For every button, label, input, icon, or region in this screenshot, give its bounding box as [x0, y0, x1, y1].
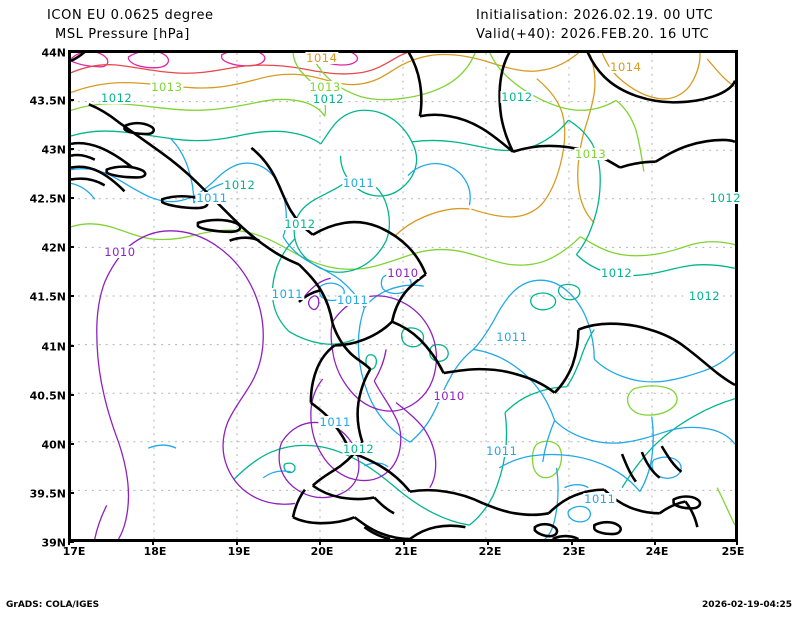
initialisation-time: Initialisation: 2026.02.19. 00 UTC: [476, 8, 714, 23]
ytick-label-395n: 39.5N: [29, 487, 66, 501]
ytick-42n: [68, 246, 74, 248]
ytick-label-425n: 42.5N: [29, 192, 66, 206]
contour-1015: [71, 53, 408, 75]
contour-label-1011: 1011: [336, 292, 370, 307]
contour-label-1012: 1012: [500, 90, 534, 105]
contour-label-1010: 1010: [432, 389, 466, 404]
contour-label-1011: 1011: [270, 286, 305, 301]
contour-label-1012: 1012: [283, 217, 317, 232]
xtick-25e: [736, 539, 738, 545]
ytick-label-415n: 41.5N: [29, 290, 66, 304]
contour-label-1011: 1011: [341, 175, 376, 190]
credit-text: GrADS: COLA/IGES: [6, 600, 100, 610]
ytick-435n: [68, 99, 74, 101]
contour-label-1013: 1013: [573, 147, 608, 162]
ytick-label-42n: 42N: [41, 241, 66, 255]
xtick-label-21e: 21E: [394, 545, 418, 558]
ytick-43n: [68, 148, 74, 150]
contour-label-1010: 1010: [103, 244, 137, 259]
contour-label-1011: 1011: [495, 330, 529, 345]
coastlines-and-borders: [71, 53, 735, 539]
contour-label-1011: 1011: [485, 443, 519, 458]
ytick-label-40n: 40N: [41, 438, 66, 452]
xtick-20e: [319, 539, 321, 545]
ytick-395n: [68, 492, 74, 494]
xtick-22e: [487, 539, 489, 545]
contour-label-1013: 1013: [308, 80, 342, 95]
ytick-41n: [68, 345, 74, 347]
xtick-label-19e: 19E: [227, 545, 251, 558]
contour-label-1011: 1011: [583, 491, 617, 506]
contour-label-1011: 1011: [195, 190, 229, 205]
map-svg: [71, 53, 735, 539]
contour-label-1012: 1012: [708, 190, 743, 205]
field-title: MSL Pressure [hPa]: [55, 27, 190, 42]
ytick-40n: [68, 443, 74, 445]
contour-label-1013: 1013: [150, 80, 184, 95]
contour-label-1012: 1012: [599, 266, 634, 281]
ytick-label-405n: 40.5N: [29, 389, 66, 403]
contour-label-1012: 1012: [99, 91, 134, 106]
ytick-label-435n: 43.5N: [29, 94, 66, 108]
ytick-label-41n: 41N: [41, 340, 66, 354]
xtick-label-23e: 23E: [562, 545, 586, 558]
xtick-23e: [571, 539, 573, 545]
contour-map-plot: [68, 50, 738, 542]
xtick-18e: [152, 539, 154, 545]
contour-label-1014: 1014: [609, 59, 643, 74]
contour-label-1012: 1012: [687, 288, 722, 303]
xtick-19e: [236, 539, 238, 545]
contour-label-1012: 1012: [223, 177, 257, 192]
contour-label-1012: 1012: [311, 92, 346, 107]
xtick-label-20e: 20E: [310, 545, 334, 558]
ytick-44n: [68, 51, 74, 53]
xtick-24e: [654, 539, 656, 545]
xtick-label-25e: 25E: [721, 545, 745, 558]
xtick-label-22e: 22E: [478, 545, 502, 558]
contour-label-1014: 1014: [305, 50, 339, 65]
generated-timestamp: 2026-02-19-04:25: [702, 600, 792, 610]
ytick-label-39n: 39N: [41, 536, 66, 550]
xtick-label-17e: 17E: [62, 545, 86, 558]
xtick-17e: [68, 539, 70, 545]
valid-time: Valid(+40): 2026.FEB.20. 16 UTC: [476, 27, 710, 42]
contour-1010: [94, 230, 438, 539]
ytick-label-44n: 44N: [41, 46, 66, 60]
plot-canvas: [71, 53, 735, 539]
ytick-405n: [68, 394, 74, 396]
xtick-label-18e: 18E: [143, 545, 167, 558]
xtick-21e: [403, 539, 405, 545]
xtick-label-24e: 24E: [645, 545, 669, 558]
ytick-39n: [68, 541, 74, 543]
contour-1012: [71, 109, 735, 526]
ytick-425n: [68, 197, 74, 199]
contour-label-1012: 1012: [341, 441, 376, 456]
model-title: ICON EU 0.0625 degree: [47, 8, 214, 23]
ytick-415n: [68, 295, 74, 297]
contour-label-1011: 1011: [318, 414, 352, 429]
ytick-label-43n: 43N: [41, 143, 66, 157]
contour-label-1010: 1010: [386, 266, 420, 281]
